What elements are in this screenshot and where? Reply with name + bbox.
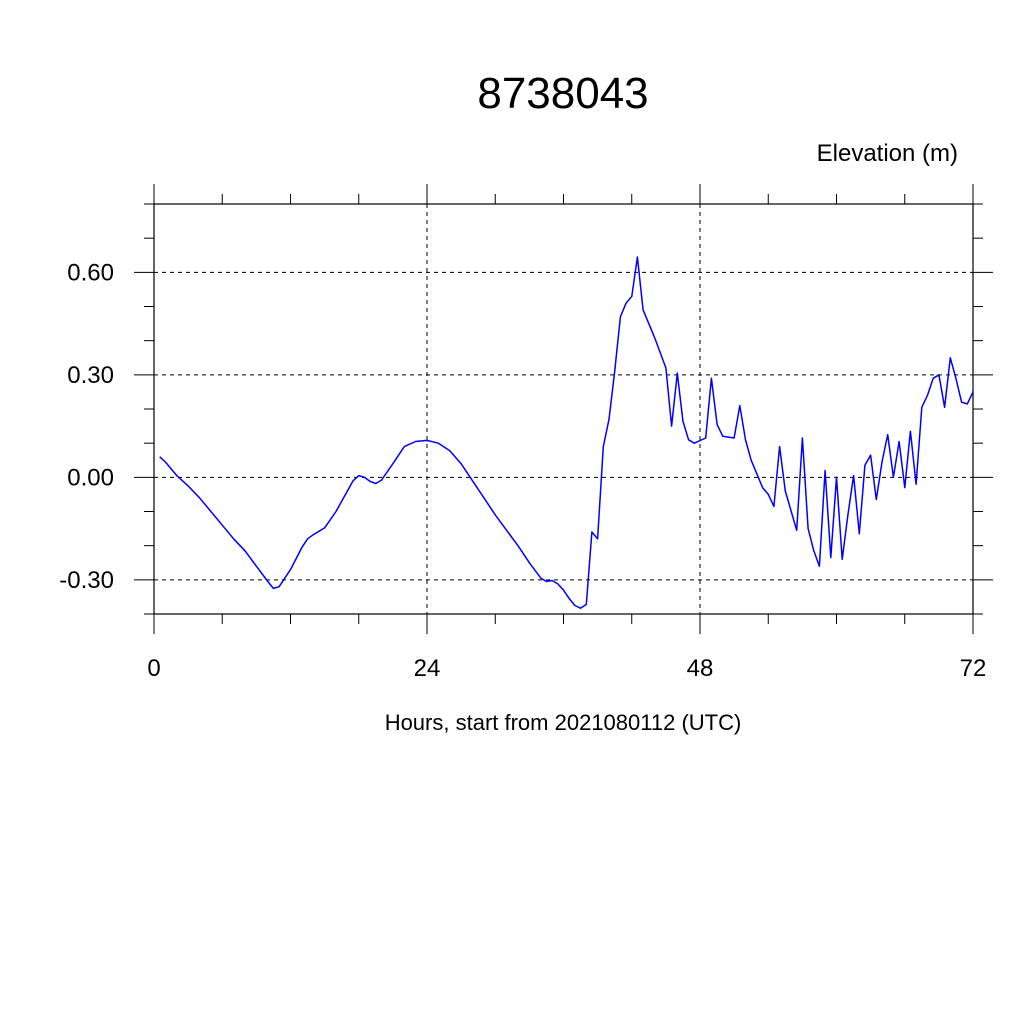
- x-tick-label: 48: [687, 655, 714, 682]
- x-tick-label: 24: [414, 655, 441, 682]
- series-line: [159, 256, 973, 609]
- axis-ticks: [134, 184, 993, 634]
- y-tick-label: 0.00: [67, 464, 114, 491]
- y-tick-label: 0.30: [67, 362, 114, 389]
- series-group: [159, 256, 973, 609]
- y-tick-label: 0.60: [67, 259, 114, 286]
- plot-frame: [153, 203, 974, 615]
- x-tick-label: 0: [147, 655, 160, 682]
- grid-lines: [154, 204, 974, 614]
- x-tick-label: 72: [960, 655, 987, 682]
- tick-labels: 0 24 48 72 -0.30 0.00 0.30 0.60: [59, 259, 986, 682]
- x-axis-label: Hours, start from 2021080112 (UTC): [385, 710, 742, 735]
- y-axis-label: Elevation (m): [817, 140, 958, 167]
- y-tick-label: -0.30: [59, 567, 114, 594]
- chart-title: 8738043: [477, 69, 648, 118]
